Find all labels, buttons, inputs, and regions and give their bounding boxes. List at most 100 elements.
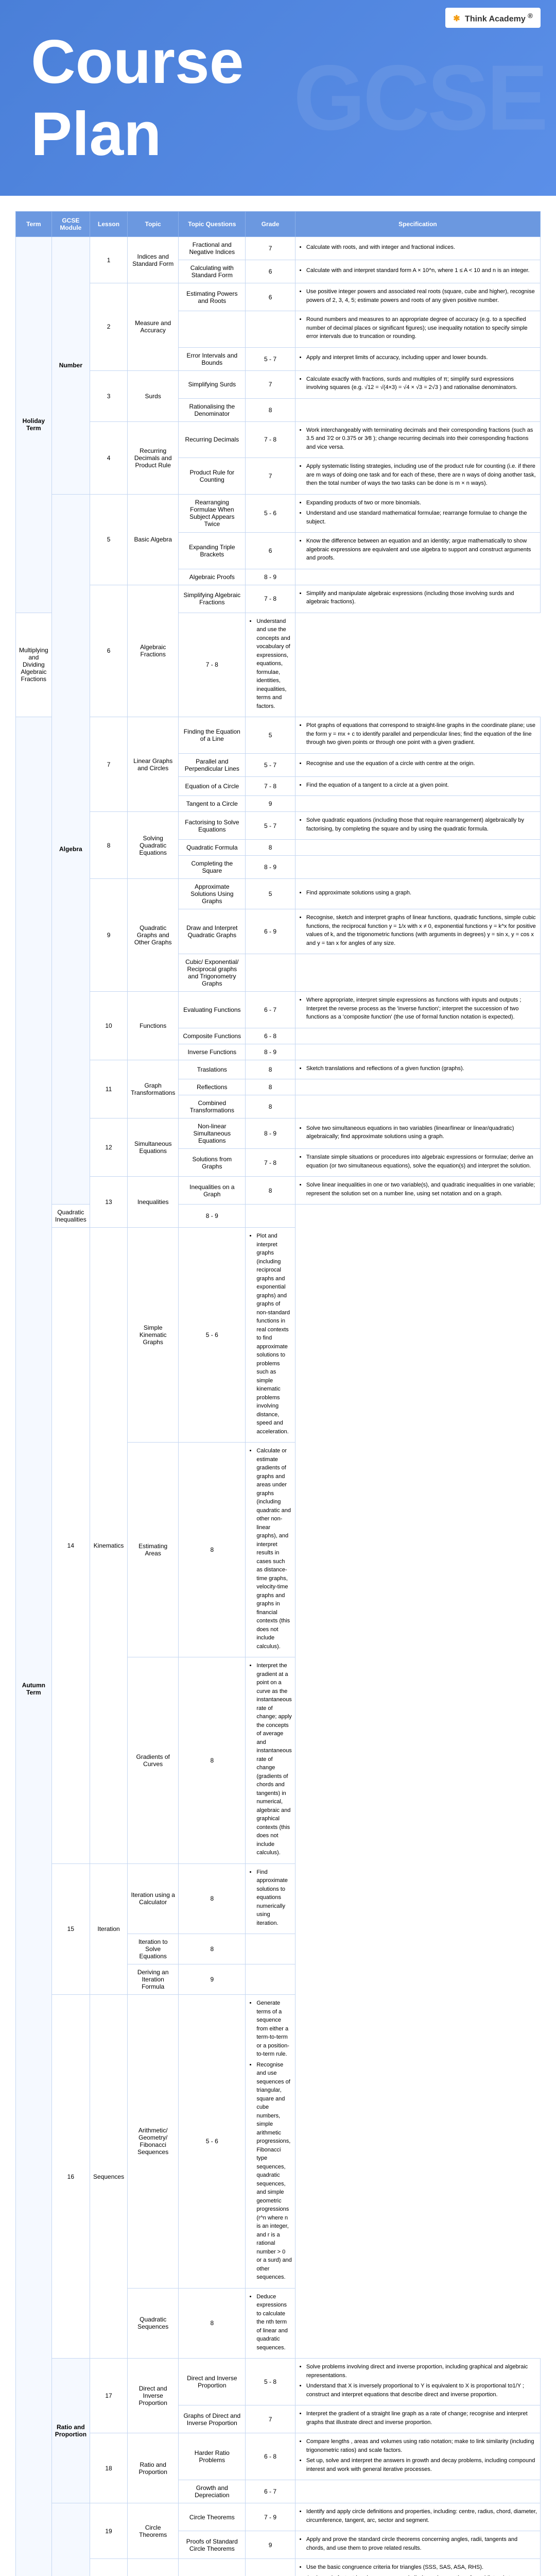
grade-cell: 5 - 8 — [246, 2359, 296, 2405]
spec-cell: Use positive integer powers and associat… — [295, 283, 540, 311]
lesson-cell: 9 — [90, 879, 128, 992]
table-container: TermGCSE ModuleLessonTopicTopic Question… — [0, 196, 556, 2576]
topic-question-cell: Approximate Solutions Using Graphs — [179, 879, 246, 909]
table-row: 15IterationIteration using a Calculator8… — [16, 1863, 541, 1934]
table-row: 12Simultaneous EquationsNon-linear Simul… — [16, 1118, 541, 1149]
term-cell: Holiday Term — [16, 237, 52, 613]
topic-cell: Measure and Accuracy — [128, 283, 179, 371]
topic-cell: Indices and Standard Form — [128, 237, 179, 283]
grade-cell: 8 — [246, 840, 296, 856]
topic-question-cell: Circle Theorems — [179, 2503, 246, 2531]
lesson-cell: 5 — [90, 494, 128, 585]
spec-cell: Round numbers and measures to an appropr… — [295, 311, 540, 348]
table-row: 10FunctionsEvaluating Functions6 - 7Wher… — [16, 992, 541, 1028]
grade-cell: 5 - 6 — [179, 1995, 246, 2289]
header-5: Grade — [246, 212, 296, 237]
grade-cell: 9 — [246, 796, 296, 812]
topic-question-cell: Algebraic Proofs — [179, 569, 246, 585]
module-cell: Ratio and Proportion — [51, 2359, 90, 2503]
topic-question-cell: Arithmetic/ Geometry/ Fibonacci Sequence… — [128, 1995, 179, 2289]
table-row: 6Algebraic FractionsSimplifying Algebrai… — [16, 585, 541, 613]
logo-text: Think Academy — [465, 14, 526, 23]
spec-cell: Translate simple situations or procedure… — [295, 1149, 540, 1177]
spec-cell: Calculate or estimate gradients of graph… — [246, 1443, 296, 1657]
topic-question-cell: Graphs of Direct and Inverse Proportion — [179, 2405, 246, 2433]
spec-cell — [295, 569, 540, 585]
spec-cell — [295, 2480, 540, 2503]
lesson-cell: 16 — [51, 1995, 90, 2359]
spec-cell — [246, 1205, 296, 1228]
grade-cell: 5 - 6 — [179, 1228, 246, 1443]
topic-question-cell: Equation of a Circle — [179, 776, 246, 796]
lesson-cell: 3 — [90, 370, 128, 421]
spec-cell: Apply and interpret limits of accuracy, … — [295, 347, 540, 370]
table-row: 3SurdsSimplifying Surds7Calculate exactl… — [16, 370, 541, 398]
spec-cell: Recognise, sketch and interpret graphs o… — [295, 909, 540, 954]
table-row: 18Ratio and ProportionHarder Ratio Probl… — [16, 2433, 541, 2480]
table-row: 4Recurring Decimals and Product RuleRecu… — [16, 421, 541, 458]
topic-question-cell: Tangent to a Circle — [179, 796, 246, 812]
module-cell: Algebra — [51, 494, 90, 1205]
grade-cell: 6 - 7 — [246, 2480, 296, 2503]
grade-cell: 9 — [246, 2531, 296, 2559]
topic-question-cell: Quadratic Sequences — [128, 2288, 179, 2359]
lesson-cell: 17 — [90, 2359, 128, 2433]
grade-cell: 7 — [246, 370, 296, 398]
grade-cell: 8 — [179, 2288, 246, 2359]
grade-cell: 7 — [246, 237, 296, 260]
topic-question-cell: Congruent Shapes — [179, 2559, 246, 2576]
grade-cell: 8 - 9 — [179, 1205, 246, 1228]
topic-question-cell: Calculating with Standard Form — [179, 260, 246, 283]
spec-cell: Find approximate solutions to equations … — [246, 1863, 296, 1934]
topic-cell: Surds — [128, 370, 179, 421]
table-row: 19Circle TheoremsCircle Theorems7 - 9Ide… — [16, 2503, 541, 2531]
grade-cell: 6 - 8 — [246, 1028, 296, 1044]
lesson-cell: 18 — [90, 2433, 128, 2503]
spec-cell: Solve problems involving direct and inve… — [295, 2359, 540, 2405]
lesson-cell: 13 — [90, 1177, 128, 1228]
table-row: 8Solving Quadratic EquationsFactorising … — [16, 812, 541, 840]
spec-cell: Apply systematic listing strategies, inc… — [295, 458, 540, 495]
lesson-cell: 10 — [90, 992, 128, 1060]
spec-cell: Know the difference between an equation … — [295, 533, 540, 569]
spec-cell — [246, 1934, 296, 1964]
spec-cell — [246, 1964, 296, 1995]
table-row: 13InequalitiesInequalities on a Graph8So… — [16, 1177, 541, 1205]
logo-icon: ✱ — [453, 14, 460, 23]
grade-cell: 5 - 7 — [246, 2559, 296, 2576]
topic-question-cell: Multiplying and Dividing Algebraic Fract… — [16, 613, 52, 717]
table-row: Ratio and Proportion17Direct and Inverse… — [16, 2359, 541, 2405]
spec-cell: Recognise and use the equation of a circ… — [295, 753, 540, 776]
grade-cell: 7 - 8 — [246, 421, 296, 458]
grade-cell: 8 — [179, 1863, 246, 1934]
grade-cell: 5 — [246, 879, 296, 909]
grade-cell: 6 — [246, 260, 296, 283]
topic-question-cell: Factorising to Solve Equations — [179, 812, 246, 840]
topic-question-cell: Inequalities on a Graph — [179, 1177, 246, 1205]
grade-cell: 7 — [246, 458, 296, 495]
spec-cell: Calculate with roots, and with integer a… — [295, 237, 540, 260]
spec-cell: Compare lengths , areas and volumes usin… — [295, 2433, 540, 2480]
lesson-cell: 20 — [90, 2559, 128, 2576]
header-4: Topic Questions — [179, 212, 246, 237]
grade-cell: 8 — [246, 1079, 296, 1095]
grade-cell: 8 — [246, 1177, 296, 1205]
topic-cell: Sequences — [90, 1995, 128, 2359]
topic-question-cell: Error Intervals and Bounds — [179, 347, 246, 370]
header-3: Topic — [128, 212, 179, 237]
lesson-cell: 15 — [51, 1863, 90, 1995]
topic-question-cell: Cubic/ Exponential/ Reciprocal graphs an… — [179, 954, 246, 992]
topic-question-cell: Recurring Decimals — [179, 421, 246, 458]
topic-cell: Solving Quadratic Equations — [128, 812, 179, 879]
topic-question-cell: Evaluating Functions — [179, 992, 246, 1028]
grade-cell: 6 - 9 — [246, 909, 296, 954]
spec-cell — [295, 954, 540, 992]
topic-cell: Linear Graphs and Circles — [128, 717, 179, 812]
topic-question-cell: Draw and Interpret Quadratic Graphs — [179, 909, 246, 954]
topic-question-cell: Traslations — [179, 1060, 246, 1079]
topic-cell: Circle Theorems — [128, 2503, 179, 2559]
topic-question-cell: Non-linear Simultaneous Equations — [179, 1118, 246, 1149]
spec-cell: Work interchangeably with terminating de… — [295, 421, 540, 458]
grade-cell: 7 - 8 — [246, 776, 296, 796]
lesson-cell: 12 — [90, 1118, 128, 1177]
